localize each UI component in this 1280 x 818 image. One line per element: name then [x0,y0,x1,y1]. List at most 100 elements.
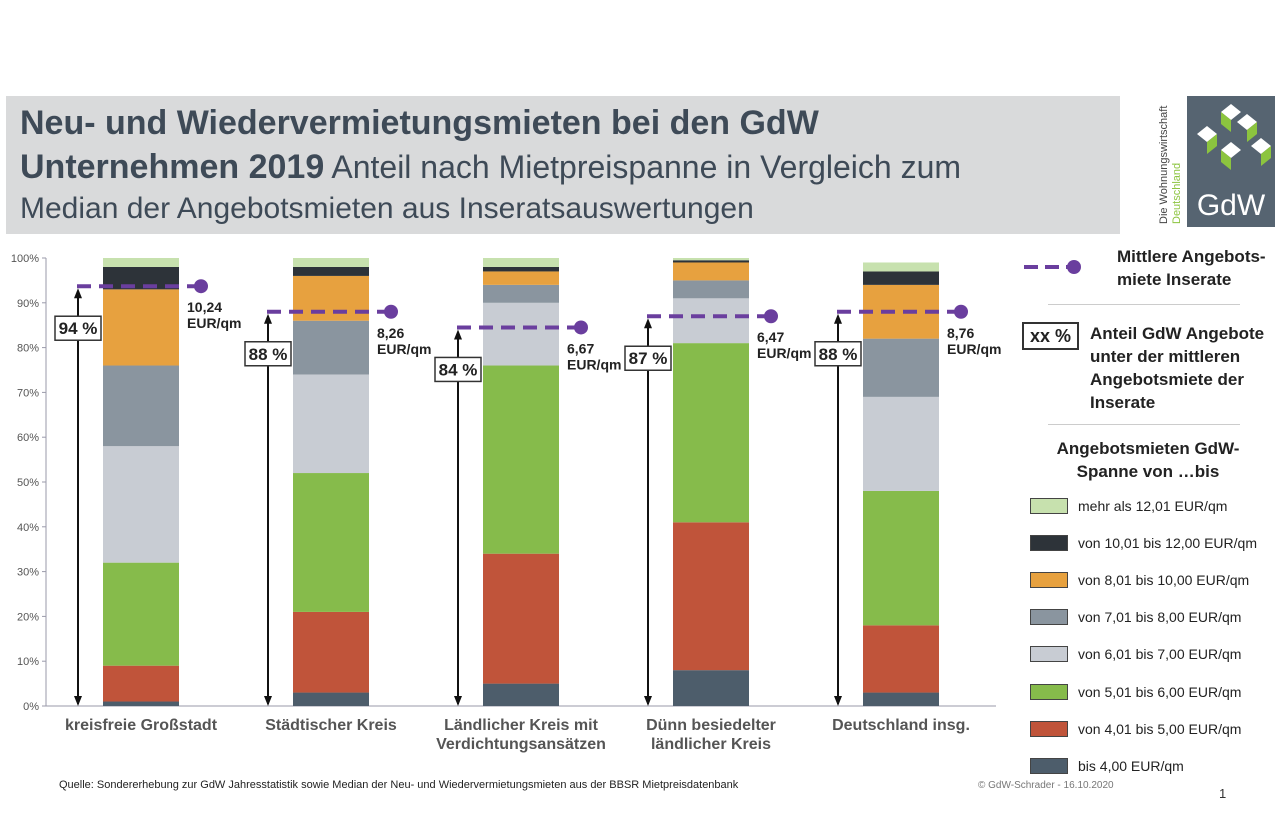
page-number: 1 [1219,786,1227,801]
share-box [624,345,672,371]
median-value-label: 10,24 [187,299,222,315]
legend-median-marker-icon [1024,260,1081,274]
bar-segment [863,262,939,272]
legend-swatch [1030,720,1068,737]
x-category-label: Verdichtungsansätzen [436,736,606,753]
legend-label: von 7,01 bis 8,00 EUR/qm [1078,609,1242,626]
bar-segment [863,490,939,626]
page-title-line2-bold: Unternehmen 2019 [20,148,325,186]
legend-label: von 10,01 bis 12,00 EUR/qm [1078,535,1257,552]
bar-segment [293,692,369,706]
legend-label: bis 4,00 EUR/qm [1078,757,1184,774]
bar-segment [293,374,369,474]
legend-share-label-1: Anteil GdW Angebote [1090,324,1265,343]
y-tick-label: 90% [17,298,39,310]
logo-cubes-icon [1197,104,1271,170]
legend-share-box: xx % [1022,322,1080,350]
y-tick-label: 0% [23,701,39,713]
median-value-label: 6,67 [567,340,594,356]
median-value-label: 6,47 [757,329,784,345]
x-category-label: kreisfreie Großstadt [65,717,218,734]
legend-label: von 6,01 bis 7,00 EUR/qm [1078,646,1242,663]
legend-swatch [1030,757,1068,774]
legend-item: von 5,01 bis 6,00 EUR/qm [1030,682,1275,702]
legend-swatch [1030,498,1068,514]
legend-label: von 4,01 bis 5,00 EUR/qm [1078,720,1242,737]
bar-segment [103,665,179,702]
median-marker [194,279,208,294]
share-arrow-head-bottom [834,696,842,706]
gdw-logo: GdW [1187,96,1275,227]
legend-swatch [1030,572,1068,589]
bar-segment [673,262,749,281]
bar-segment [673,670,749,706]
bar-segment [483,258,559,267]
share-arrow-head-top [834,313,842,324]
bar-segment [863,338,939,397]
x-category-label: Dünn besiedelter [646,717,776,734]
bar-segment [483,683,559,706]
share-label: 94 % [59,319,98,338]
median-value-label: 8,26 [377,325,404,341]
bar-segment [673,298,749,344]
x-category-label: Ländlicher Kreis mit [444,717,598,734]
bar-segment [483,365,559,554]
bar-segment [483,302,559,366]
y-tick-label: 20% [17,611,39,623]
share-box [814,341,862,367]
bar-segment [483,553,559,684]
legend-label: von 5,01 bis 6,00 EUR/qm [1078,683,1242,700]
share-label: 88 % [249,345,288,364]
share-arrow-head-bottom [454,696,462,706]
bar-segment [293,320,369,375]
bar-segment [103,266,179,290]
bar-segment [673,258,749,261]
page-title-line2: Unternehmen 2019 Anteil nach Mietpreispa… [20,148,961,187]
x-category-label: ländlicher Kreis [651,736,771,753]
bar-segment [103,446,179,563]
share-arrow-head-bottom [644,696,652,706]
share-label: 87 % [629,349,668,368]
bar-segment [863,625,939,693]
y-tick-label: 50% [17,477,39,489]
page-title-line3: Median der Angebotsmieten aus Inseratsau… [20,192,754,225]
y-tick-label: 60% [17,432,39,444]
share-box [244,341,292,367]
legend-swatch [1030,609,1068,626]
median-unit-label: EUR/qm [947,341,1001,357]
legend-item: von 10,01 bis 12,00 EUR/qm [1030,533,1275,553]
legend-item: von 8,01 bis 10,00 EUR/qm [1030,570,1275,590]
legend-item: bis 4,00 EUR/qm [1030,756,1275,776]
logo-vertical-text-2: Deutschland [1171,163,1183,224]
bar-segment [483,266,559,272]
bar-segment [483,271,559,285]
page-title-line2-rest: Anteil nach Mietpreispanne in Vergleich … [324,149,962,185]
legend-item: von 4,01 bis 5,00 EUR/qm [1030,719,1275,739]
y-tick-label: 70% [17,387,39,399]
median-marker [574,320,588,335]
logo-vertical-text-1: Die Wohnungswirtschaft [1158,106,1170,224]
page-title-line1: Neu- und Wiedervermietungsmieten bei den… [20,104,819,142]
legend-swatch [1030,646,1068,663]
median-unit-label: EUR/qm [757,345,811,361]
bar-segment [103,562,179,666]
legend-heading-2: Spanne von …bis [1076,462,1220,481]
median-marker [384,304,398,319]
share-label: 84 % [439,360,478,379]
bar-segment [483,284,559,303]
stacked-bar-chart: 0% 10% 20% 30% 40% 50% 60% 70% 80% 90% 100% kreisfr… [11,253,1002,753]
bar-segment [103,701,179,706]
bar-segment [673,343,749,523]
bar-segment [293,266,369,276]
logo-text: GdW [1196,189,1266,222]
legend-median-label-2: miete Inserate [1117,270,1232,289]
y-tick-label: 80% [17,343,39,355]
median-value-label: 8,76 [947,325,974,341]
legend-item: mehr als 12,01 EUR/qm [1030,496,1275,516]
bar-segment [293,258,369,267]
share-box [54,315,102,341]
legend-share-label-3: Angebotsmiete der [1090,370,1244,389]
legend-divider-2 [1048,424,1240,425]
legend-median-label-1: Mittlere Angebots- [1117,247,1266,266]
legend-divider [1048,304,1240,305]
